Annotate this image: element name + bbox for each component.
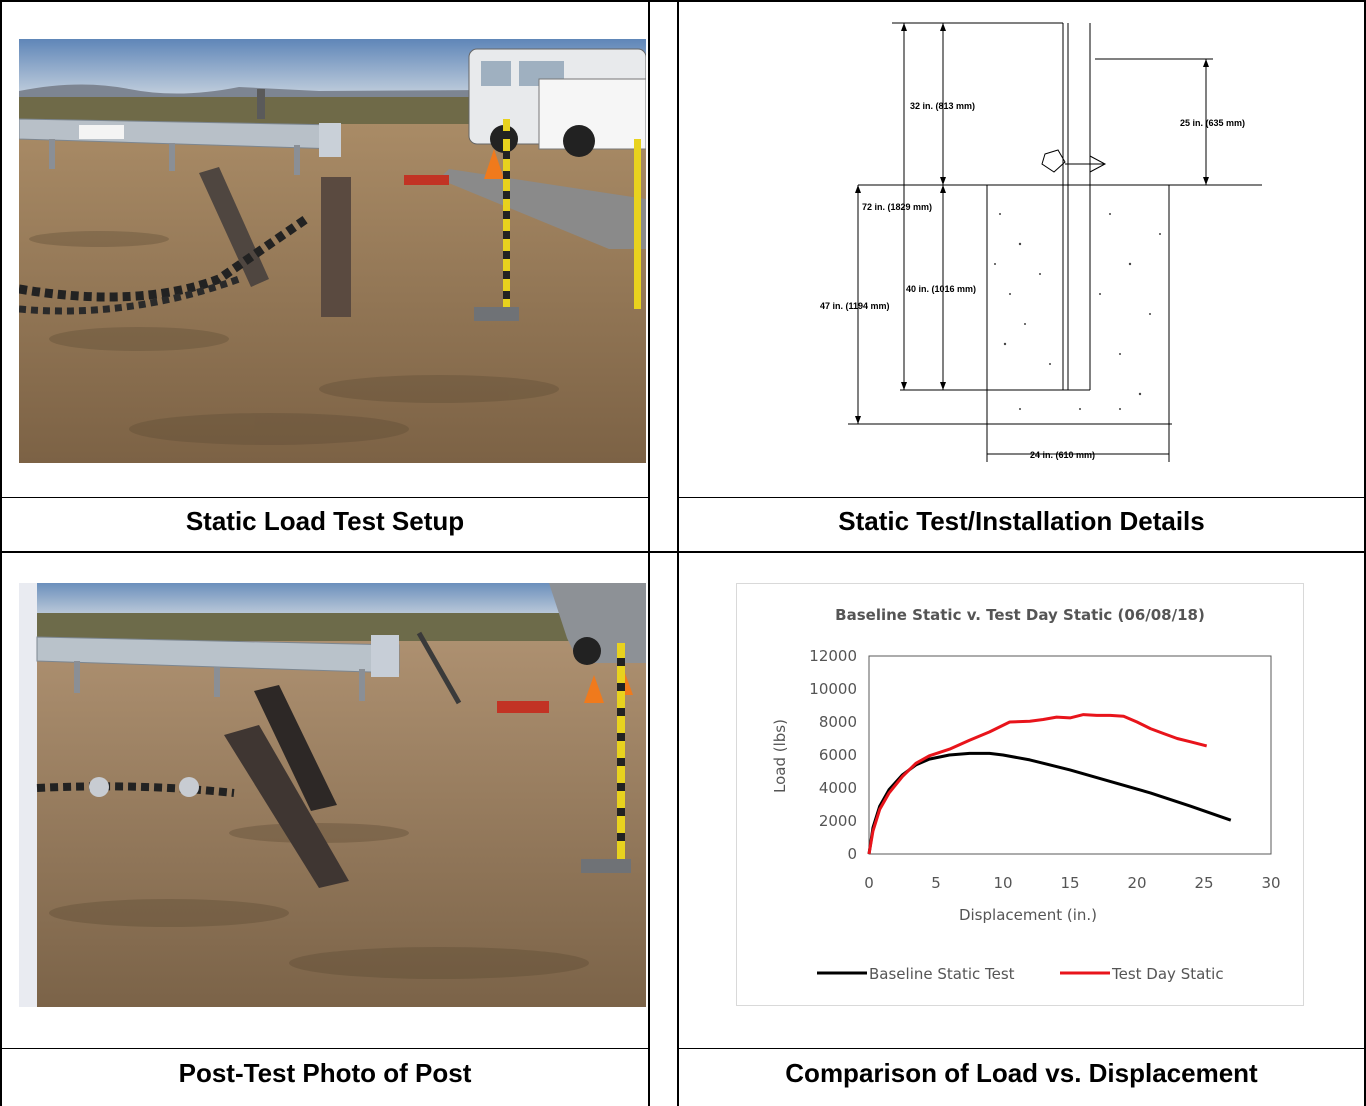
caption-divider-left-bottom: [0, 1048, 650, 1049]
x-tick-label: 10: [993, 874, 1012, 892]
plot-border: [868, 655, 1272, 855]
table-row-divider: [0, 551, 1366, 553]
table-border-right: [1364, 0, 1366, 1106]
series-line-1: [867, 713, 1208, 855]
static-load-test-setup-photo: [19, 39, 646, 463]
post-test-photo: [19, 583, 646, 1007]
chart-plot-area: 0 2000 4000 6000 8000 10000 12000 0 5 10 15 20 25 30 D…: [771, 647, 1281, 983]
table-col-divider-a: [648, 0, 650, 1106]
chart-title: Baseline Static v. Test Day Static (06/0…: [835, 606, 1205, 624]
caption-divider-right-top: [677, 497, 1366, 498]
table-col-divider-b: [677, 0, 679, 1106]
y-tick-label: 10000: [809, 680, 857, 698]
table-border-left: [0, 0, 2, 1106]
dim-47-label: 47 in. (1194 mm): [820, 301, 890, 311]
caption-divider-left-top: [0, 497, 650, 498]
x-tick-label: 25: [1194, 874, 1213, 892]
caption-divider-right-bottom: [677, 1048, 1366, 1049]
y-tick-label: 4000: [819, 779, 857, 797]
x-tick-label: 15: [1060, 874, 1079, 892]
legend-label-0: Baseline Static Test: [869, 965, 1015, 983]
legend-label-1: Test Day Static: [1111, 965, 1224, 983]
y-tick-label: 12000: [809, 647, 857, 665]
caption-post-test-photo: Post-Test Photo of Post: [178, 1058, 472, 1088]
y-tick-label: 2000: [819, 812, 857, 830]
dim-32-label: 32 in. (813 mm): [910, 101, 975, 111]
dim-72-label: 72 in. (1829 mm): [862, 202, 932, 212]
installation-details-drawing: 32 in. (813 mm) 25 in. (635 mm) 72 in. (…: [820, 14, 1280, 474]
y-tick-label: 8000: [819, 713, 857, 731]
x-tick-label: 30: [1261, 874, 1280, 892]
x-tick-label: 20: [1127, 874, 1146, 892]
y-tick-label: 6000: [819, 746, 857, 764]
caption-static-load-test-setup: Static Load Test Setup: [185, 506, 465, 536]
caption-installation-details: Static Test/Installation Details: [838, 506, 1205, 536]
series-line-0: [867, 751, 1232, 855]
load-displacement-chart: Baseline Static v. Test Day Static (06/0…: [736, 583, 1304, 1006]
x-tick-label: 0: [864, 874, 874, 892]
y-axis-label: Load (lbs): [771, 719, 789, 793]
dim-24-label: 24 in. (610 mm): [1030, 450, 1095, 460]
dim-40-label: 40 in. (1016 mm): [906, 284, 976, 294]
table-border-top: [0, 0, 1366, 2]
x-tick-label: 5: [931, 874, 941, 892]
caption-load-vs-displacement: Comparison of Load vs. Displacement: [785, 1058, 1258, 1088]
dim-25-label: 25 in. (635 mm): [1180, 118, 1245, 128]
x-axis-label: Displacement (in.): [959, 906, 1097, 924]
y-tick-label: 0: [847, 845, 857, 863]
